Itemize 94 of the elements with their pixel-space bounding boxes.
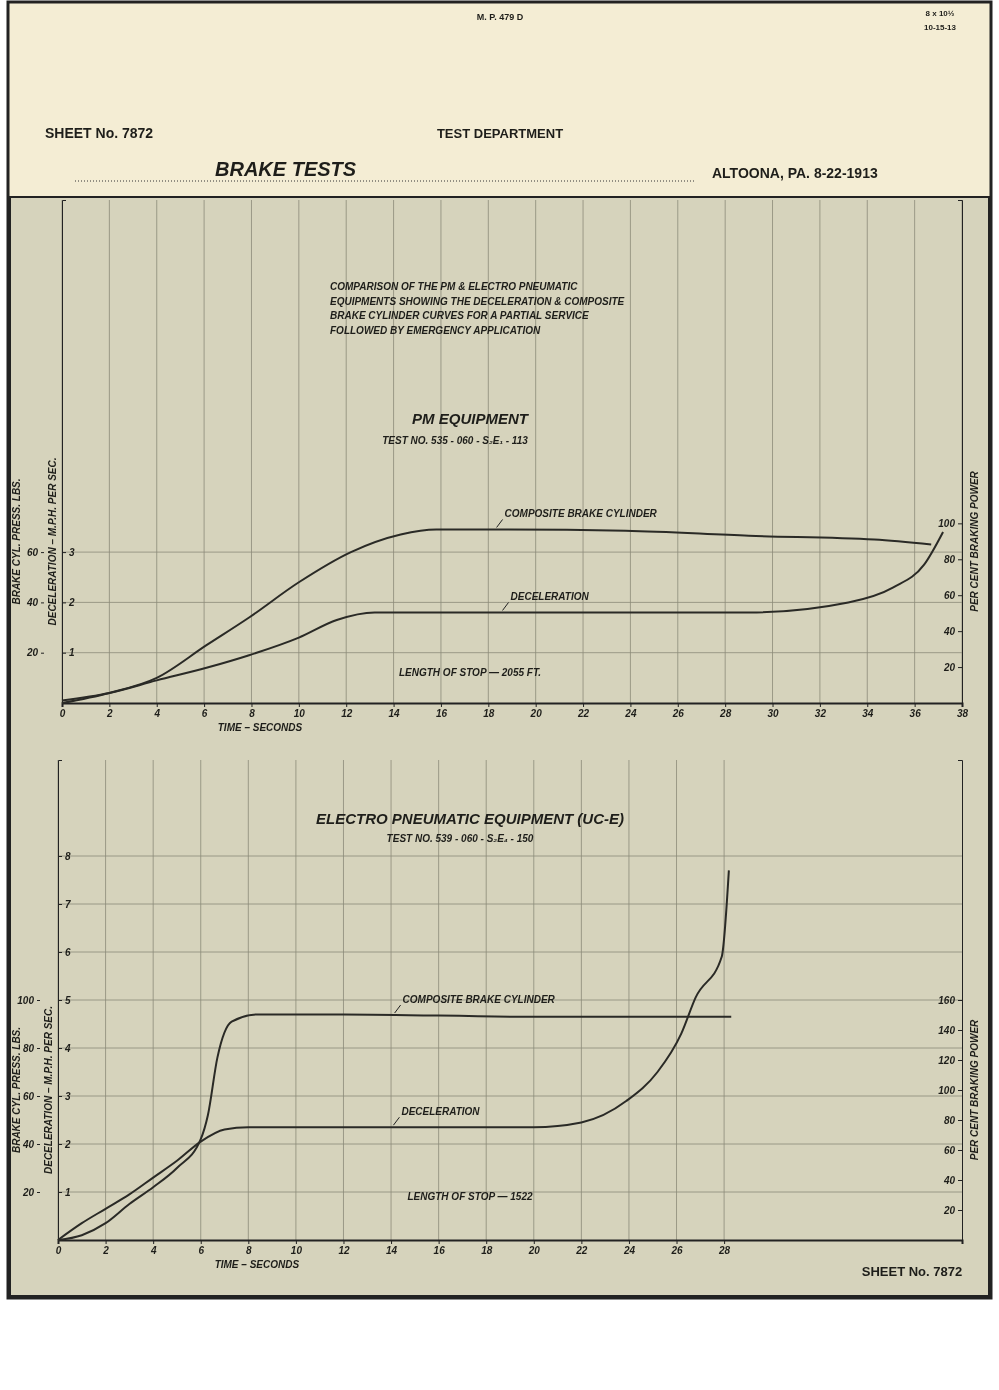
y-tick-label: 3: [65, 1090, 71, 1102]
x-tick-label: 6: [201, 708, 208, 720]
y2-tick-label: 40: [21, 1138, 35, 1150]
y-axis-title: DECELERATION – M.P.H. PER SEC.: [47, 457, 58, 626]
y-tick-label: 3: [69, 546, 75, 558]
y3-tick-label: 40: [942, 625, 956, 637]
y-tick-label: 6: [65, 946, 71, 958]
x-tick-label: 10: [293, 708, 306, 720]
x-tick-label: 2: [102, 1245, 110, 1257]
x-tick-label: 32: [814, 708, 827, 720]
x-tick-label: 22: [576, 708, 590, 720]
x-tick-label: 38: [956, 708, 969, 720]
chart-title: BRAKE TESTS: [215, 158, 357, 180]
y2-tick-label: 80: [22, 1042, 35, 1054]
series-label: DECELERATION: [510, 591, 590, 603]
x-tick-label: 8: [246, 1245, 253, 1257]
x-tick-label: 12: [338, 1245, 350, 1257]
x-tick-label: 34: [862, 708, 874, 720]
y3-tick-label: 140: [938, 1024, 956, 1036]
annotation: LENGTH OF STOP — 2055 FT.: [398, 667, 542, 678]
y3-tick-label: 60: [943, 589, 956, 601]
x-tick-label: 14: [388, 708, 401, 720]
x-tick-label: 22: [575, 1245, 588, 1257]
x-tick-label: 20: [527, 1245, 541, 1257]
y3-tick-label: 100: [938, 518, 956, 530]
annotation: PM EQUIPMENT: [412, 410, 530, 427]
y-tick-label: 2: [64, 1138, 71, 1150]
x-tick-label: 30: [767, 708, 780, 720]
y3-tick-label: 160: [938, 994, 956, 1006]
x-tick-label: 10: [290, 1245, 303, 1257]
y2-tick-label: 60: [26, 546, 39, 558]
x-tick-label: 20: [529, 708, 543, 720]
x-tick-label: 0: [59, 708, 66, 720]
annotation: COMPARISON OF THE PM & ELECTRO PNEUMATIC EQUIPMENTS SHOWING THE DECELERATION & COMPOSITE BRAKE CYLINDER CURVES FOR A PARTIAL SERVICE FOLLOWED BY EMERGENCY APPLICATION: [330, 281, 625, 336]
y2-tick-label: 40: [25, 597, 39, 609]
y-tick-label: 1: [69, 647, 75, 659]
y2-axis-title: BRAKE CYL. PRESS. LBS.: [11, 478, 22, 605]
text: ELECTRO PNEUMATIC EQUIPMENT (UC-E): [315, 810, 625, 827]
x-tick-label: 36: [909, 708, 922, 720]
x-tick-label: 2: [106, 708, 114, 720]
text: M. P. 479 D: [476, 12, 524, 22]
y2-axis-title: BRAKE CYL. PRESS. LBS.: [11, 1026, 22, 1154]
x-tick-label: 6: [198, 1245, 205, 1257]
x-tick-label: 14: [385, 1245, 398, 1257]
x-axis-title: TIME – SECONDS: [217, 722, 303, 733]
y-tick-label: 2: [68, 597, 75, 609]
series-label: COMPOSITE BRAKE CYLINDER: [402, 994, 556, 1006]
x-tick-label: 28: [719, 708, 732, 720]
series-label: DECELERATION: [401, 1106, 481, 1118]
x-tick-label: 26: [671, 708, 685, 720]
y2-tick-label: 100: [17, 994, 35, 1006]
y-tick-label: 7: [65, 898, 71, 910]
x-tick-label: 12: [341, 708, 353, 720]
series-label: COMPOSITE BRAKE CYLINDER: [504, 508, 658, 520]
y-tick-label: 4: [64, 1042, 71, 1054]
x-tick-label: 18: [481, 1245, 493, 1257]
x-tick-label: 4: [153, 708, 161, 720]
y3-tick-label: 120: [938, 1054, 956, 1066]
x-tick-label: 8: [249, 708, 256, 720]
y2-tick-label: 20: [21, 1186, 35, 1198]
text: 8 x 10½: [925, 9, 955, 18]
y2-tick-label: 20: [25, 647, 39, 659]
x-tick-label: 24: [624, 708, 637, 720]
y-axis-title: DECELERATION – M.P.H. PER SEC.: [43, 1006, 54, 1174]
y3-tick-label: 80: [943, 1114, 956, 1126]
y3-axis-title: PER CENT BRAKING POWER: [969, 1018, 980, 1161]
x-tick-label: 16: [435, 708, 448, 720]
text: TEST DEPARTMENT: [436, 126, 564, 141]
y2-tick-label: 60: [22, 1090, 35, 1102]
annotation: TEST NO. 535 - 060 - S₂E₁ - 113: [382, 435, 529, 446]
y-tick-label: 5: [65, 994, 71, 1006]
annotation: LENGTH OF STOP — 1522: [407, 1191, 533, 1202]
y3-axis-title: PER CENT BRAKING POWER: [969, 470, 980, 612]
y3-tick-label: 100: [938, 1084, 956, 1096]
y3-tick-label: 40: [942, 1174, 956, 1186]
x-tick-label: 0: [55, 1245, 62, 1257]
x-tick-label: 26: [670, 1245, 684, 1257]
x-tick-label: 18: [483, 708, 495, 720]
y3-tick-label: 60: [943, 1144, 956, 1156]
x-tick-label: 4: [149, 1245, 157, 1257]
y3-tick-label: 20: [942, 1204, 956, 1216]
y-tick-label: 8: [65, 850, 71, 862]
x-tick-label: 28: [718, 1245, 731, 1257]
text: SHEET No. 7872: [861, 1264, 963, 1279]
text: 10-15-13: [923, 23, 957, 32]
y-tick-label: 1: [65, 1186, 71, 1198]
y3-tick-label: 20: [942, 661, 956, 673]
text: SHEET No. 7872: [45, 125, 154, 141]
text: ALTOONA, PA. 8-22-1913: [712, 165, 878, 181]
x-tick-label: 16: [433, 1245, 446, 1257]
x-axis-title: TIME – SECONDS: [214, 1259, 300, 1270]
x-tick-label: 24: [622, 1245, 636, 1257]
y3-tick-label: 80: [943, 553, 956, 565]
text: TEST NO. 539 - 060 - S₂E₄ - 150: [386, 833, 534, 844]
